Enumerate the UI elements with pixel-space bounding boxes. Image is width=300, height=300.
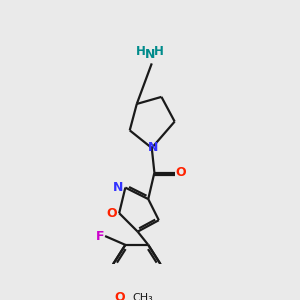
Text: H: H xyxy=(154,45,164,58)
Text: O: O xyxy=(107,207,117,220)
Text: CH₃: CH₃ xyxy=(132,293,153,300)
Text: H: H xyxy=(136,45,146,58)
Text: N: N xyxy=(148,142,159,154)
Text: F: F xyxy=(95,230,104,243)
Text: O: O xyxy=(115,291,125,300)
Text: O: O xyxy=(176,166,186,179)
Text: N: N xyxy=(145,48,155,61)
Text: N: N xyxy=(113,181,124,194)
